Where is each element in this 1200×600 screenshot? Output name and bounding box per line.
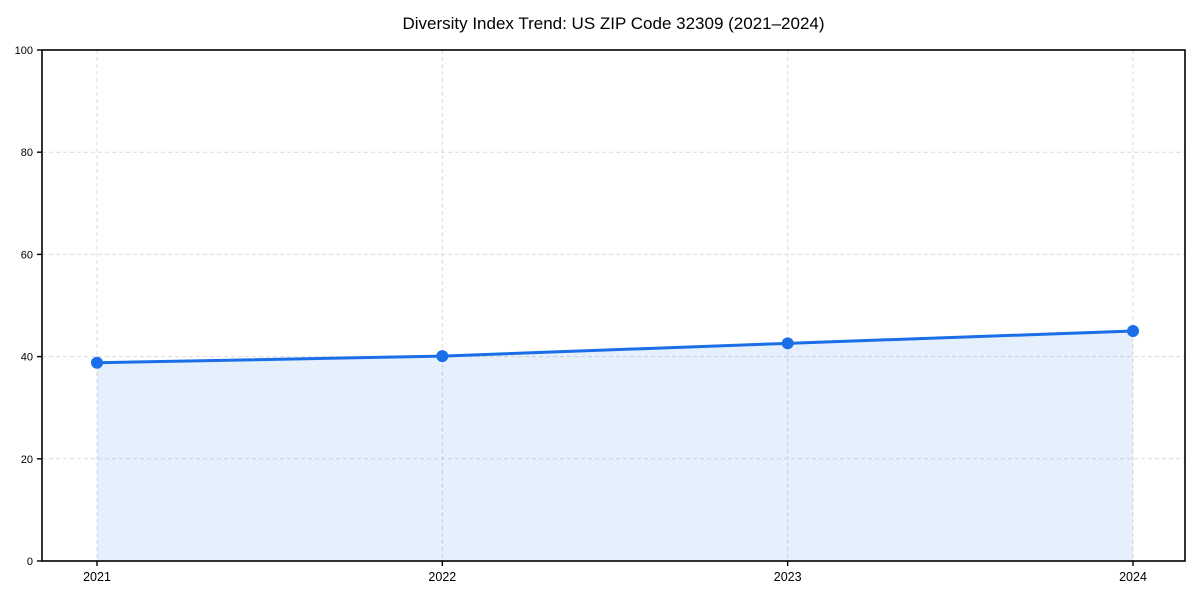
trend-line bbox=[95, 329, 1135, 365]
data-point-2021 bbox=[91, 356, 103, 369]
data-point-2023 bbox=[781, 337, 794, 350]
y-tick-label: 60 bbox=[21, 249, 33, 261]
chart-title: Diversity Index Trend: US ZIP Code 32309… bbox=[402, 14, 825, 33]
y-tick-label: 40 bbox=[21, 352, 33, 364]
y-tick-label: 0 bbox=[27, 556, 33, 568]
plot-border bbox=[41, 49, 1186, 562]
y-tick-label: 80 bbox=[21, 147, 33, 159]
data-point-2022 bbox=[436, 350, 449, 363]
data-point-2024 bbox=[1127, 325, 1139, 338]
x-tick-label: 2024 bbox=[1119, 570, 1147, 584]
x-tick-label: 2022 bbox=[428, 570, 456, 584]
y-tick-label: 100 bbox=[15, 45, 33, 57]
plot-area bbox=[42, 50, 1185, 561]
x-tick-label: 2021 bbox=[83, 570, 111, 584]
area-fill bbox=[97, 331, 1133, 561]
y-tick-label: 20 bbox=[21, 454, 33, 466]
x-tick-label: 2023 bbox=[774, 570, 802, 584]
